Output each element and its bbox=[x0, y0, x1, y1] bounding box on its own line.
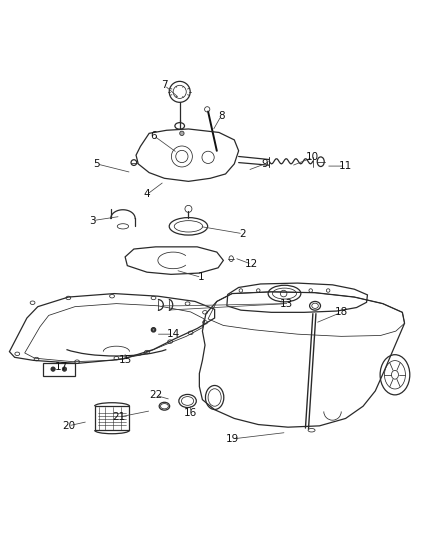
Text: 2: 2 bbox=[240, 229, 246, 239]
Text: 8: 8 bbox=[218, 111, 225, 121]
Text: 15: 15 bbox=[119, 356, 132, 365]
Text: 1: 1 bbox=[198, 272, 205, 282]
Text: 14: 14 bbox=[166, 329, 180, 339]
Text: 12: 12 bbox=[245, 260, 258, 269]
Text: 18: 18 bbox=[335, 308, 348, 317]
Text: 17: 17 bbox=[55, 362, 68, 372]
Ellipse shape bbox=[180, 131, 184, 135]
Ellipse shape bbox=[152, 328, 155, 331]
Text: 13: 13 bbox=[280, 298, 293, 309]
Text: 21: 21 bbox=[112, 412, 125, 422]
Text: 22: 22 bbox=[149, 390, 162, 400]
Ellipse shape bbox=[151, 328, 155, 332]
Ellipse shape bbox=[51, 367, 55, 372]
Text: 5: 5 bbox=[93, 159, 100, 169]
Text: 19: 19 bbox=[226, 434, 239, 444]
Text: 3: 3 bbox=[89, 216, 95, 225]
Text: 6: 6 bbox=[150, 131, 157, 141]
Text: 9: 9 bbox=[261, 159, 268, 169]
Text: 7: 7 bbox=[161, 80, 168, 90]
Text: 10: 10 bbox=[306, 152, 319, 163]
Text: 16: 16 bbox=[184, 408, 197, 418]
Text: 20: 20 bbox=[62, 421, 75, 431]
Text: 11: 11 bbox=[339, 161, 352, 171]
Text: 4: 4 bbox=[144, 189, 150, 199]
Ellipse shape bbox=[62, 367, 67, 372]
